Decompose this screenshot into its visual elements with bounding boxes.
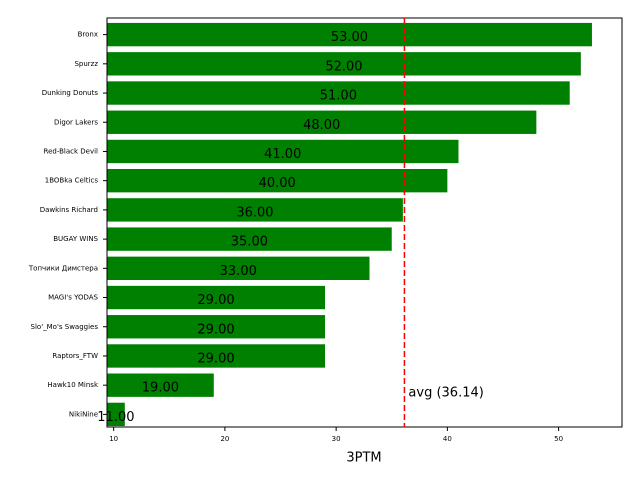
y-tick-label: 1BOBka Celtics <box>45 177 99 185</box>
y-tick-label: Digor Lakers <box>54 118 98 126</box>
y-tick-label: BUGAY WINS <box>53 235 98 243</box>
x-tick-label: 30 <box>332 435 341 443</box>
value-label: 40.00 <box>259 176 296 191</box>
y-tick-label: Raptors_FTW <box>52 352 98 360</box>
bar <box>107 22 592 47</box>
value-label: 52.00 <box>325 59 362 74</box>
value-label: 19.00 <box>142 381 179 396</box>
x-tick-label: 40 <box>443 435 452 443</box>
bar <box>107 110 537 134</box>
bar <box>107 52 581 76</box>
value-label: 29.00 <box>197 322 234 337</box>
bar <box>107 402 125 427</box>
bar <box>107 139 459 164</box>
x-tick-label: 10 <box>109 435 118 443</box>
value-label: 48.00 <box>303 118 340 133</box>
avg-label: avg (36.14) <box>408 386 483 401</box>
y-tick-label: Red-Black Devil <box>44 147 99 155</box>
value-label: 35.00 <box>231 235 268 250</box>
value-label: 41.00 <box>264 147 301 162</box>
bar <box>107 315 326 339</box>
value-label: 33.00 <box>220 264 257 279</box>
bar <box>107 227 392 251</box>
bar <box>107 198 403 222</box>
x-tick-label: 20 <box>220 435 229 443</box>
y-tick-label: Dawkins Richard <box>40 206 98 214</box>
bar <box>107 168 448 193</box>
value-label: 29.00 <box>197 351 234 366</box>
value-label: 11.00 <box>97 410 134 425</box>
bar <box>107 373 214 397</box>
y-tick-label: Spurzz <box>74 60 98 68</box>
bar <box>107 81 570 105</box>
bar <box>107 344 326 368</box>
y-tick-label: NikiNine <box>69 410 98 418</box>
bar <box>107 256 370 281</box>
plot-area <box>107 22 592 427</box>
y-tick-label: Топчики Димстера <box>28 264 98 272</box>
bar <box>107 285 326 310</box>
y-tick-label: Dunking Donuts <box>42 89 99 97</box>
x-axis-label: 3PTM <box>346 451 381 466</box>
y-tick-label: MAGI's YODAS <box>48 294 98 302</box>
value-label: 51.00 <box>320 89 357 104</box>
x-tick-label: 50 <box>554 435 563 443</box>
y-tick-label: Hawk10 Minsk <box>47 381 99 389</box>
value-label: 29.00 <box>197 293 234 308</box>
value-label: 53.00 <box>331 30 368 45</box>
y-tick-label: Slo'_Mo's Swaggies <box>31 323 99 331</box>
value-label: 36.00 <box>236 205 273 220</box>
axes-frame <box>106 17 623 428</box>
y-tick-label: Bronx <box>78 31 98 39</box>
